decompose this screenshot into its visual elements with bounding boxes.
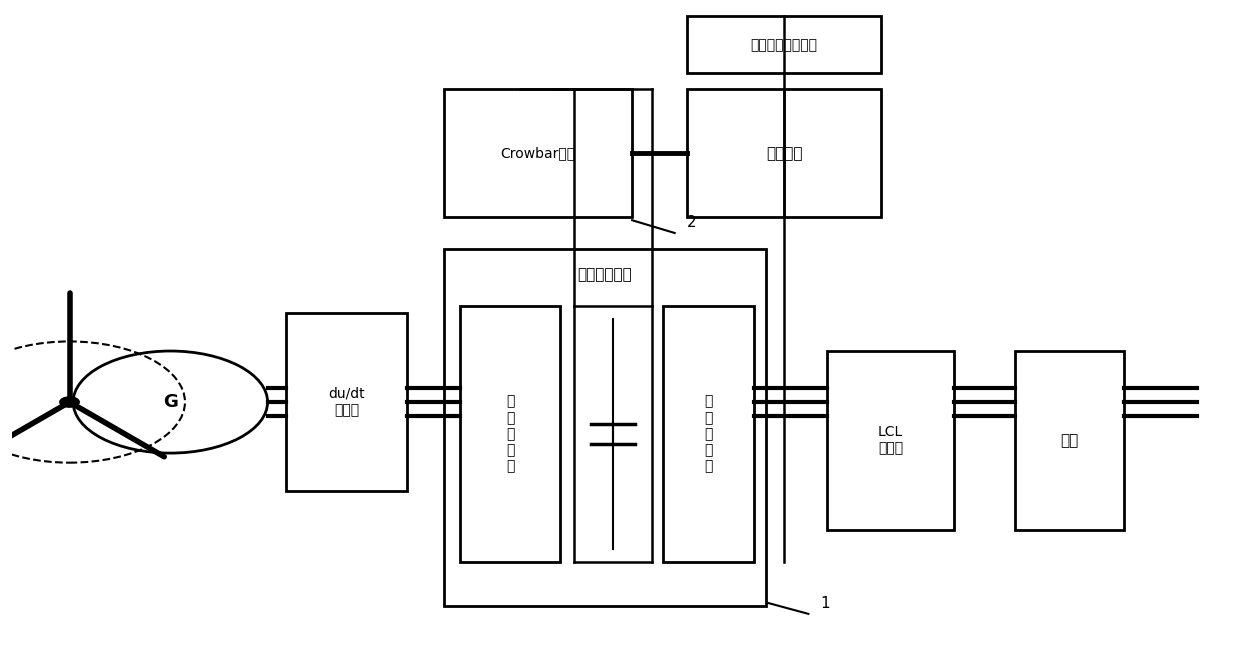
Text: 电网: 电网: [1060, 433, 1079, 448]
Text: du/dt
滤波器: du/dt 滤波器: [329, 387, 365, 417]
Circle shape: [60, 397, 79, 407]
Text: 2: 2: [687, 215, 697, 230]
Text: 网
侧
变
流
器: 网 侧 变 流 器: [704, 395, 712, 473]
Bar: [460, 307, 560, 562]
Bar: [1014, 351, 1125, 530]
Text: Crowbar电路: Crowbar电路: [501, 146, 575, 160]
Bar: [687, 16, 882, 74]
Text: G: G: [162, 393, 177, 411]
Text: 机
侧
变
流
器: 机 侧 变 流 器: [506, 395, 515, 473]
Text: 1: 1: [821, 596, 830, 611]
Bar: [444, 249, 766, 606]
Bar: [827, 351, 955, 530]
Text: 控制模块: 控制模块: [766, 146, 802, 161]
Text: 全功率变流器: 全功率变流器: [578, 267, 632, 282]
Bar: [662, 307, 754, 562]
Bar: [687, 89, 882, 217]
Bar: [285, 312, 407, 492]
Text: LCL
滤波器: LCL 滤波器: [878, 425, 903, 456]
Bar: [444, 89, 632, 217]
Text: 电压跌落检测装置: 电压跌落检测装置: [750, 38, 817, 52]
